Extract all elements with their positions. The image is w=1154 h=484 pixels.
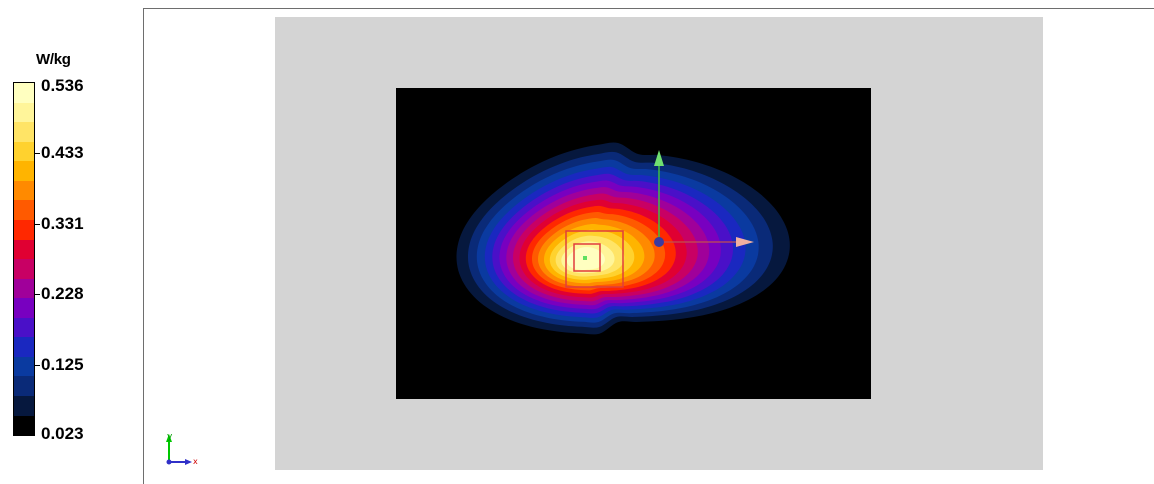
legend-unit: W/kg <box>36 51 71 68</box>
legend-color-segment <box>14 141 34 162</box>
x-axis-label: x <box>193 457 198 466</box>
peak-marker-icon <box>583 256 587 260</box>
axis-origin-icon <box>166 459 172 465</box>
legend-color-segment <box>14 161 34 181</box>
legend-color-segment <box>14 122 34 142</box>
legend-color-segment <box>14 200 34 220</box>
legend-color-segment <box>14 356 34 377</box>
legend-value-label: 0.228 <box>41 284 84 304</box>
axis-orientation-triad: y x <box>158 430 208 470</box>
legend-color-segment <box>14 376 34 396</box>
sar-contour-svg <box>456 142 790 335</box>
legend-value-label: 0.536 <box>41 76 84 95</box>
legend-color-segment <box>14 317 34 338</box>
legend-color-segment <box>14 278 34 299</box>
legend-color-segment <box>14 180 34 201</box>
device-x-axis-arrow-icon <box>736 237 754 247</box>
legend-color-segment <box>14 239 34 260</box>
legend-color-segment <box>14 415 34 436</box>
legend-color-segment <box>14 396 34 416</box>
legend-value-label: 0.023 <box>41 424 84 443</box>
legend-color-segment <box>14 298 34 318</box>
legend-color-segment <box>14 102 34 123</box>
legend-color-segment <box>14 83 34 103</box>
legend-tick <box>34 365 40 367</box>
color-legend: W/kg 0.536 0.433 0.331 0.228 0.125 0.023 <box>0 0 140 484</box>
legend-color-segment <box>14 337 34 357</box>
y-axis-arrow-icon <box>166 434 172 442</box>
legend-tick <box>34 294 40 296</box>
legend-color-bar <box>13 82 35 436</box>
legend-value-label: 0.125 <box>41 355 84 375</box>
x-axis-arrow-icon <box>185 459 192 465</box>
legend-tick <box>34 223 40 225</box>
device-y-axis-arrow-icon <box>654 150 664 166</box>
zoom-scan-outer-box <box>565 230 624 288</box>
legend-color-segment <box>14 259 34 279</box>
y-axis-label: y <box>167 432 173 442</box>
legend-tick <box>34 152 40 154</box>
zoom-scan-inner-box <box>573 243 601 272</box>
sar-distribution-plot[interactable] <box>396 88 871 399</box>
legend-value-label: 0.331 <box>41 213 84 233</box>
legend-value-label: 0.433 <box>41 142 84 162</box>
device-origin-icon <box>654 237 664 247</box>
legend-color-segment <box>14 219 34 240</box>
